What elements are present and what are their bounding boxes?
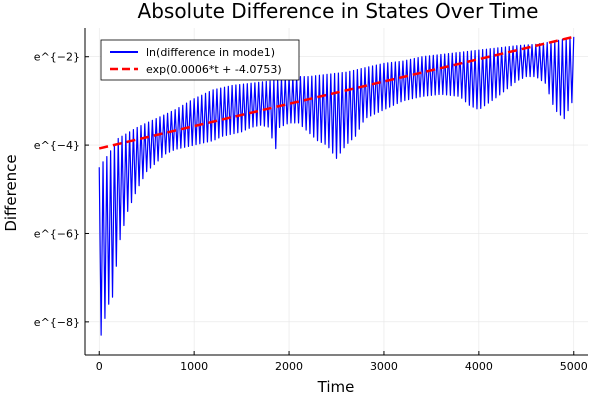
y-tick-label: e^{−8}: [34, 316, 80, 329]
series-group: [98, 35, 575, 336]
y-tick-label: e^{−6}: [34, 227, 80, 240]
x-tick-label: 3000: [370, 360, 398, 373]
y-axis-label: Difference: [2, 154, 20, 231]
legend: ln(difference in mode1) exp(0.0006*t + -…: [100, 39, 300, 81]
x-tick-label: 4000: [465, 360, 493, 373]
series-line-mode1: [98, 36, 575, 336]
y-tick-label: e^{−4}: [34, 139, 80, 152]
x-tick-label: 2000: [275, 360, 303, 373]
x-tick-label: 0: [96, 360, 103, 373]
legend-label-mode1: ln(difference in mode1): [146, 46, 275, 59]
chart-title: Absolute Difference in States Over Time: [138, 0, 539, 23]
y-tick-label: e^{−2}: [34, 51, 80, 64]
legend-label-fit: exp(0.0006*t + -4.0753): [146, 63, 282, 76]
x-axis-label: Time: [317, 378, 355, 396]
axes: [84, 28, 588, 356]
legend-box: [100, 39, 300, 81]
ticks: 0 1000 2000 3000 4000 5000 e^{−2} e^{−4} e^{−6} e…: [34, 51, 588, 373]
x-tick-label: 1000: [180, 360, 208, 373]
series-line-fit: [98, 35, 575, 150]
x-tick-label: 5000: [560, 360, 588, 373]
